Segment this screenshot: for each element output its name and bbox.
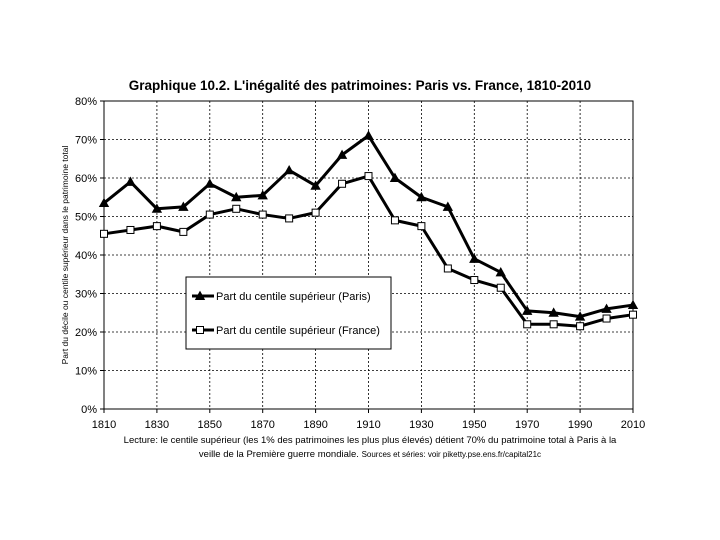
data-point [257,190,268,200]
data-point [125,176,136,186]
x-tick-label: 1830 [145,419,169,431]
x-tick-label: 1870 [250,419,274,431]
axis-ticks: 0% 10% 20% 30% 40% 50% 60% 70% 80% 1810 1830 1850 18… [75,96,645,431]
data-point [151,203,163,213]
data-point [285,214,294,223]
data-point [416,191,427,202]
x-tick-label: 1850 [198,419,222,431]
data-point [258,210,267,219]
data-point [231,191,242,202]
caption-line-2: veille de la Première guerre mondiale. S… [100,448,640,462]
data-point [442,201,454,211]
y-axis-label: Part du décile ou centile supérieur dans… [60,146,70,365]
x-tick-label: 1950 [462,419,486,431]
data-point [574,311,586,321]
data-point [98,197,110,208]
data-point [363,130,374,140]
data-point [205,210,214,219]
legend: Part du centile supérieur (Paris) Part du… [185,276,392,350]
data-point [100,229,108,238]
series [98,130,639,331]
x-tick-label: 1810 [92,419,116,431]
legend-marker [194,290,206,301]
data-point [364,172,373,181]
legend-label: Part du centile supérieur (Paris) [216,291,371,303]
y-tick-label: 60% [75,173,97,185]
x-tick-label: 1930 [409,419,433,431]
data-point [549,320,558,329]
series-paris [98,130,639,321]
data-point [126,225,135,234]
x-tick-label: 1990 [568,419,592,431]
data-point [283,164,295,175]
data-point [470,276,479,285]
data-point [179,227,188,236]
data-point [390,216,399,225]
series-france [100,172,637,331]
data-point [629,310,637,319]
x-tick-label: 1970 [515,419,539,431]
legend-label: Part du centile supérieur (France) [216,325,380,337]
data-point [311,208,320,217]
data-point [627,299,639,310]
data-point [232,204,241,213]
data-point [204,178,215,188]
caption-sources: Sources et séries: voir piketty.pse.ens.… [361,450,542,459]
x-tick-label: 2010 [621,419,645,431]
y-tick-label: 10% [75,366,97,378]
data-point [178,201,189,211]
y-tick-label: 20% [75,327,97,339]
data-point [336,149,348,159]
x-tick-label: 1910 [356,419,380,431]
data-point [602,314,611,323]
data-point [310,180,321,190]
data-point [338,179,347,188]
data-point [496,283,505,292]
y-tick-label: 70% [75,135,97,147]
data-point [576,322,585,331]
y-tick-label: 50% [75,212,97,224]
data-point [469,253,480,263]
y-tick-label: 40% [75,250,97,262]
data-point [389,172,401,183]
data-point [522,305,533,315]
data-point [548,307,559,317]
data-point [152,222,161,231]
data-point [601,303,612,313]
grid [104,101,633,409]
caption: Lecture: le centile supérieur (les 1% de… [100,434,640,462]
y-tick-label: 0% [81,404,97,416]
data-point [495,267,506,277]
caption-line-1: Lecture: le centile supérieur (les 1% de… [123,435,617,446]
x-tick-label: 1890 [303,419,327,431]
caption-line-2-text: veille de la Première guerre mondiale. [198,449,359,460]
legend-marker [196,326,204,334]
data-point [417,222,426,231]
data-point [443,264,452,273]
y-tick-label: 30% [75,289,97,301]
legend-box [185,276,392,350]
data-point [523,320,532,329]
chart-title: Graphique 10.2. L'inégalité des patrimoi… [129,78,591,93]
y-tick-label: 80% [75,96,97,108]
